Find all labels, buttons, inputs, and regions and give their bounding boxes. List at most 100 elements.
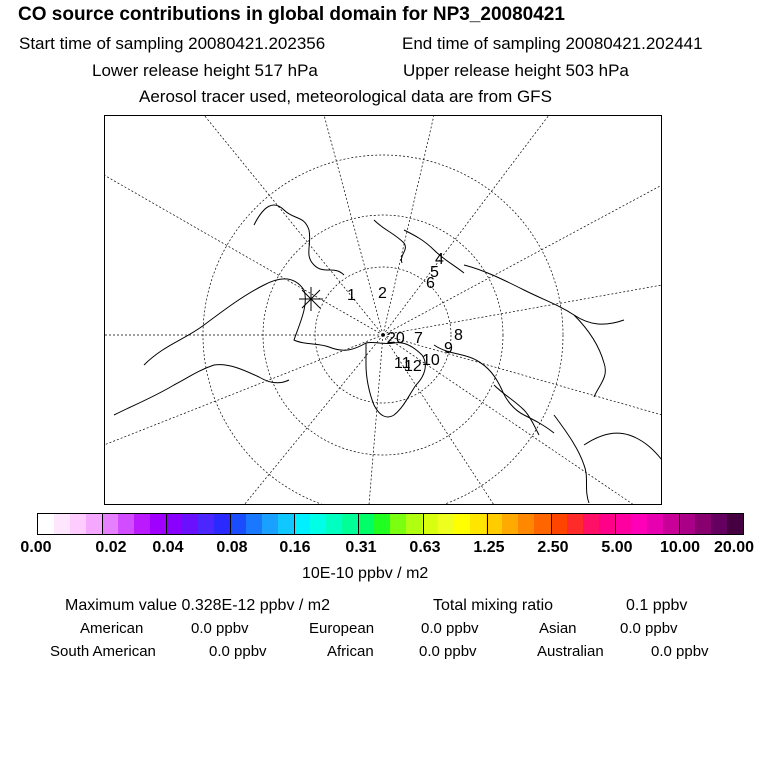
polar-map: 1 2 4 5 6 8 9 10 20 7 11 12	[104, 115, 662, 505]
meridian	[104, 334, 384, 446]
meridian	[368, 334, 384, 505]
colorbar-segment	[262, 514, 279, 534]
colorbar-segment	[214, 514, 231, 534]
colorbar	[37, 513, 744, 535]
colorbar-segment	[662, 514, 679, 534]
page-title: CO source contributions in global domain…	[18, 4, 565, 25]
colorbar-segment	[582, 514, 599, 534]
colorbar-segment	[38, 514, 55, 534]
tick-label: 0.00	[20, 539, 52, 556]
meridian	[104, 174, 384, 336]
colorbar-segment	[710, 514, 727, 534]
marker-9: 9	[444, 340, 453, 357]
colorbar-segment	[326, 514, 343, 534]
coast-svalbard	[373, 219, 406, 264]
tracer-label: Aerosol tracer used, meteorological data…	[139, 87, 552, 106]
colorbar-divider	[422, 514, 424, 534]
region-name: African	[327, 643, 374, 660]
meridian	[243, 334, 384, 505]
meridian	[203, 115, 384, 336]
tick-label: 0.04	[152, 539, 184, 556]
colorbar-segment	[118, 514, 135, 534]
colorbar-segment	[502, 514, 519, 534]
map-frame	[104, 115, 662, 505]
region-value: 0.0 ppbv	[191, 620, 249, 637]
colorbar-segment	[630, 514, 647, 534]
tick-label: 0.02	[95, 539, 127, 556]
colorbar-segment	[486, 514, 503, 534]
coast-pacific	[583, 432, 662, 461]
upper-height-label: Upper release height 503 hPa	[403, 61, 629, 80]
region-name: South American	[50, 643, 156, 660]
coast-bering	[573, 314, 606, 398]
colorbar-segment	[694, 514, 711, 534]
tick-label: 20.00	[713, 539, 755, 556]
region-value: 0.0 ppbv	[651, 643, 709, 660]
tick-label: 0.63	[409, 539, 441, 556]
colorbar-segment	[390, 514, 407, 534]
marker-8: 8	[454, 327, 463, 344]
colorbar-divider	[550, 514, 552, 534]
tick-label: 0.16	[279, 539, 311, 556]
colorbar-segment	[310, 514, 327, 534]
colorbar-segment	[358, 514, 375, 534]
colorbar-segment	[438, 514, 455, 534]
colorbar-divider	[678, 514, 680, 534]
coastlines	[113, 204, 662, 504]
colorbar-segment	[230, 514, 247, 534]
colorbar-segment	[646, 514, 663, 534]
lower-height-label: Lower release height 517 hPa	[92, 61, 318, 80]
end-time-label: End time of sampling 20080421.202441	[402, 34, 703, 53]
colorbar-segment	[598, 514, 615, 534]
colorbar-divider	[166, 514, 168, 534]
colorbar-divider	[358, 514, 360, 534]
colorbar-divider	[486, 514, 488, 534]
colorbar-segment	[70, 514, 87, 534]
marker-5: 5	[430, 264, 439, 281]
region-name: American	[80, 620, 144, 637]
marker-1: 1	[347, 287, 356, 304]
total-mixing-label: Total mixing ratio	[433, 597, 554, 614]
colorbar-segment	[294, 514, 311, 534]
colorbar-segment	[470, 514, 487, 534]
colorbar-segment	[86, 514, 103, 534]
colorbar-segment	[550, 514, 567, 534]
meridian	[382, 115, 550, 336]
colorbar-segment	[422, 514, 439, 534]
colorbar-segment	[566, 514, 583, 534]
colorbar-segment	[198, 514, 215, 534]
max-value-label: Maximum value 0.328E-12 ppbv / m2	[65, 597, 331, 614]
tick-label: 2.50	[537, 539, 569, 556]
graticule	[104, 115, 662, 505]
meridian	[382, 334, 635, 505]
colorbar-divider	[230, 514, 232, 534]
region-value: 0.0 ppbv	[209, 643, 267, 660]
marker-7: 7	[414, 330, 423, 347]
marker-6: 6	[426, 275, 435, 292]
colorbar-segment	[534, 514, 551, 534]
colorbar-segment	[406, 514, 423, 534]
colorbar-segment	[342, 514, 359, 534]
meridian	[382, 334, 662, 416]
colorbar-segment	[678, 514, 695, 534]
colorbar-segment	[614, 514, 631, 534]
colorbar-segment	[246, 514, 263, 534]
tick-label: 0.08	[216, 539, 248, 556]
colorbar-divider	[102, 514, 104, 534]
coast-scandinavia	[253, 204, 345, 276]
region-name: Asian	[539, 620, 577, 637]
start-time-label: Start time of sampling 20080421.202356	[19, 34, 326, 53]
colorbar-segment	[726, 514, 743, 534]
meridian	[382, 115, 435, 336]
colorbar-segment	[102, 514, 119, 534]
region-name: European	[309, 620, 375, 637]
total-mixing-value: 0.1 ppbv	[626, 597, 688, 614]
coast-canada	[433, 344, 555, 434]
colorbar-segment	[182, 514, 199, 534]
marker-2: 2	[378, 285, 387, 302]
marker-10: 10	[422, 352, 440, 369]
release-point-x	[299, 287, 323, 311]
colorbar-segment	[374, 514, 391, 534]
coast-europe	[143, 278, 367, 366]
colorbar-units: 10E-10 ppbv / m2	[302, 565, 429, 582]
